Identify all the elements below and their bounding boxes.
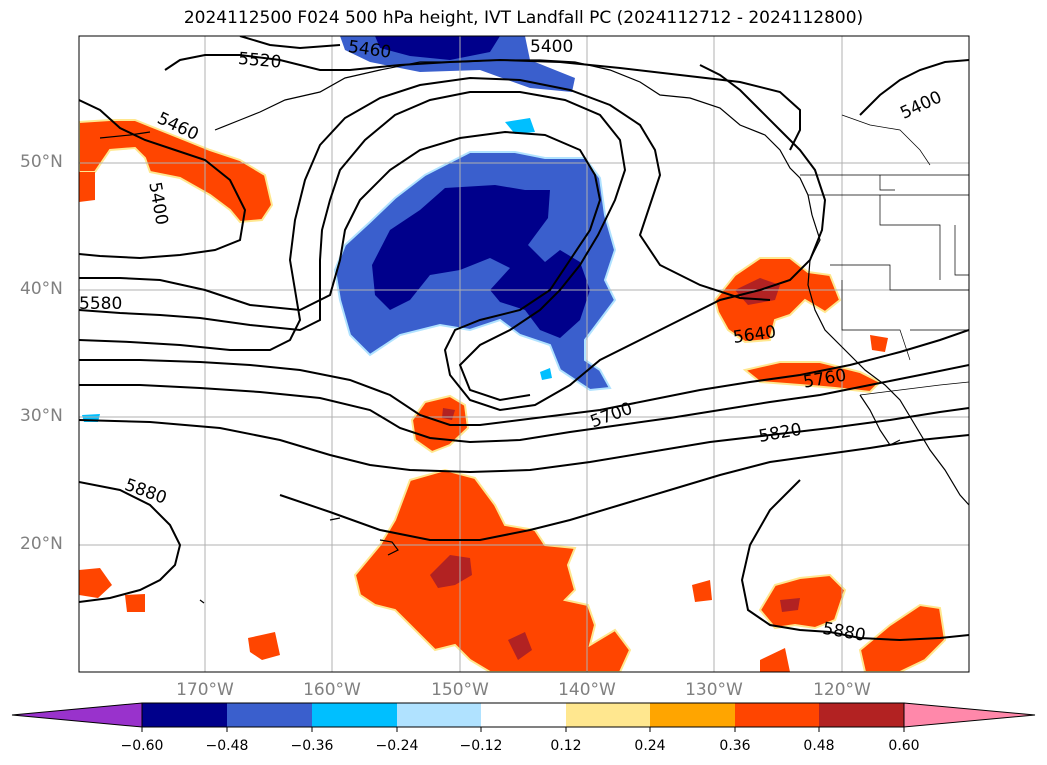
- colorbar-tick-label: −0.12: [459, 738, 503, 754]
- colorbar-segment: [227, 703, 312, 727]
- colorbar-tick-label: 0.12: [550, 738, 582, 754]
- colorbar-segment: [819, 703, 904, 727]
- contour-label: 5580: [79, 294, 122, 314]
- height-contours: [79, 36, 969, 642]
- colorbar-tick-label: −0.24: [375, 738, 419, 754]
- longitude-label: 130°W: [685, 680, 743, 700]
- latitude-label: 50°N: [20, 152, 63, 172]
- colorbar-segment: [142, 703, 227, 727]
- colorbar-segment: [566, 703, 650, 727]
- colorbar-frame: [141, 702, 905, 728]
- colorbar-segment: [735, 703, 819, 727]
- colorbar-segment: [312, 703, 397, 727]
- colorbar-tick-label: 0.36: [719, 738, 751, 754]
- longitude-label: 160°W: [303, 680, 361, 700]
- longitude-label: 120°W: [813, 680, 871, 700]
- longitude-label: 150°W: [431, 680, 489, 700]
- contour-label: 5400: [530, 37, 573, 57]
- political-borders: [800, 114, 969, 396]
- colorbar-tick-label: −0.36: [290, 738, 334, 754]
- colorbar-segment: [650, 703, 735, 727]
- positive-ivt-region-south: [79, 468, 947, 672]
- latitude-label: 20°N: [20, 534, 63, 554]
- colorbar-tick-label: −0.48: [205, 738, 249, 754]
- colorbar-tick-label: 0.24: [634, 738, 666, 754]
- latitude-label: 40°N: [20, 279, 63, 299]
- longitude-label: 140°W: [558, 680, 616, 700]
- plot-frame: [78, 35, 970, 673]
- colorbar: [11, 702, 1036, 732]
- negative-ivt-region-north: [340, 36, 575, 134]
- contour-label: 5520: [237, 49, 282, 73]
- latitude-label: 30°N: [20, 406, 63, 426]
- colorbar-tick-label: 0.60: [888, 738, 920, 754]
- colorbar-tick-label: 0.48: [803, 738, 835, 754]
- colorbar-extend-high: [903, 702, 1036, 728]
- map-title: 2024112500 F024 500 hPa height, IVT Land…: [183, 8, 864, 28]
- longitude-label: 170°W: [176, 680, 234, 700]
- colorbar-segment: [481, 703, 566, 727]
- colorbar-extend-low: [11, 702, 143, 728]
- positive-ivt-region-northwest: [79, 119, 274, 224]
- colorbar-tick-label: −0.60: [120, 738, 164, 754]
- graticule: [79, 36, 969, 672]
- colorbar-segment: [397, 703, 481, 727]
